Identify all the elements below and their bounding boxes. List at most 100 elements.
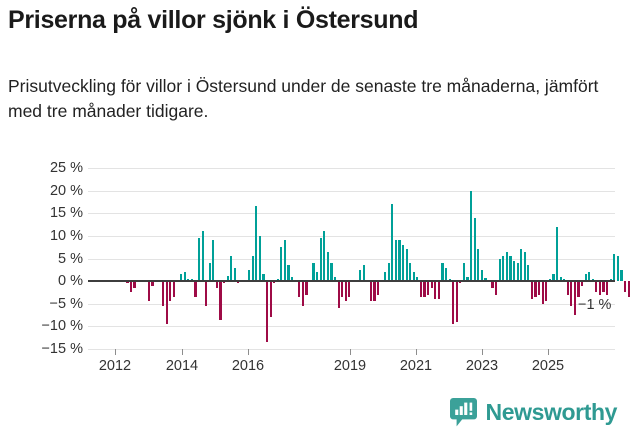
bar [344,281,347,302]
gridline [88,168,615,169]
bar [409,263,412,282]
bar [437,281,440,300]
bar [552,274,555,282]
bar [609,278,612,282]
bar [427,281,430,295]
bar [129,281,133,293]
bar [577,281,580,297]
x-axis-tick-label: 2021 [399,358,433,374]
bar [276,278,279,282]
bar [251,256,254,282]
bar [484,277,487,282]
bar [180,274,183,282]
bar [291,276,294,282]
bar [627,281,630,297]
bar [534,281,537,297]
bar [616,256,619,282]
bar [466,276,469,282]
bar [269,281,272,318]
x-axis-tick [182,349,183,355]
bar [498,258,501,282]
x-axis-tick-label: 2023 [465,358,499,374]
bar [480,269,483,282]
bar [473,217,476,282]
bar [455,281,458,322]
gridline [88,303,615,305]
bar [280,247,283,282]
bar [359,269,362,282]
bar [430,281,433,288]
bar [255,206,258,282]
y-axis-tick-label: 25 % [49,160,83,176]
bar [448,278,451,282]
bar [391,204,394,282]
bar [563,278,566,282]
x-axis-tick-label: 2014 [165,358,199,374]
x-axis: 2012 2014 2016 2019 2021 2023 2025 [88,349,615,389]
bar [373,281,376,302]
bar [265,281,269,343]
bar [623,281,627,293]
bar [462,263,466,282]
bar [602,281,605,293]
bar [262,274,265,282]
bar [523,251,526,282]
bar [545,281,548,302]
bar [301,281,304,306]
bar [441,263,444,282]
bar [387,263,390,282]
newsworthy-logo[interactable]: Newsworthy [449,398,618,427]
bar-series [88,168,630,349]
x-axis-tick [115,349,116,355]
bar [369,281,372,302]
bar [183,272,186,282]
bar [162,281,165,306]
x-axis-tick-label: 2016 [231,358,265,374]
x-axis-tick-label: 2025 [531,358,565,374]
bar [283,240,287,282]
bar [520,249,523,282]
bar-chart-speech-bubble-icon [449,398,477,427]
bar [348,281,351,297]
y-axis-tick-label: −10 % [41,318,83,335]
bar [584,274,587,282]
bar [212,240,215,282]
y-axis-tick-label: −5 % [49,295,83,312]
bar [376,281,380,295]
x-axis-tick-label: 2019 [333,358,367,374]
bar [273,281,276,284]
bar [477,249,480,282]
bar [323,231,326,282]
bar [566,281,569,295]
bar [394,240,397,282]
bar [215,281,218,288]
bar [226,275,229,282]
bar [412,272,415,282]
gridline [88,190,615,192]
bar [606,281,609,295]
bar [248,269,251,282]
bar [470,190,473,282]
bar [190,278,193,282]
bar [555,226,559,282]
bar [580,281,584,286]
bar [570,281,573,306]
y-axis-tick-label: −15 % [41,341,83,357]
y-axis-tick-label: 10 % [49,227,83,244]
bar [201,231,204,282]
bar [444,267,448,282]
bar [208,263,211,282]
bar [312,263,315,282]
gridline [88,349,615,350]
logo-wordmark: Newsworthy [485,399,618,425]
bar [598,281,602,295]
bar [495,281,498,295]
bar [595,281,598,293]
bar [172,281,176,297]
bar [505,251,508,282]
bar [491,281,494,288]
bar [330,263,333,282]
bar [337,281,340,309]
y-axis-tick-label: 15 % [49,205,83,222]
bar [405,249,408,282]
